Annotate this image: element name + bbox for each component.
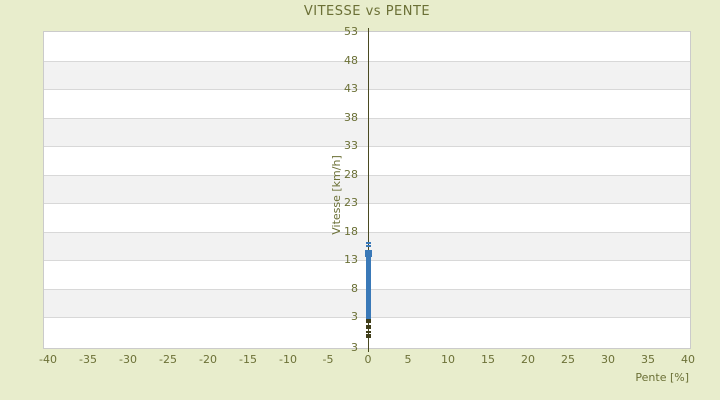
y-tick-label: 43 (344, 82, 358, 95)
plot-band (44, 89, 690, 118)
scatter-point (366, 327, 371, 330)
y-tick-label: 38 (344, 110, 358, 124)
y-gridline (44, 203, 690, 204)
y-axis-min-label: 3 (351, 341, 358, 354)
y-tick-label: 53 (344, 25, 358, 38)
y-tick-label: 28 (344, 167, 358, 181)
x-tick-label: 40 (681, 353, 695, 366)
x-tick-label: -35 (79, 353, 97, 366)
y-axis-line (368, 28, 369, 352)
x-tick-label: 0 (364, 353, 372, 366)
y-tick-label: 18 (344, 224, 358, 238)
plot-band (44, 203, 690, 232)
x-tick-label: -40 (39, 353, 57, 366)
scatter-point-cluster (366, 249, 371, 320)
x-tick-label: 25 (561, 353, 575, 366)
y-tick-label: 48 (344, 53, 358, 67)
y-gridline (44, 174, 690, 176)
y-tick-label: 3 (351, 310, 358, 323)
scatter-point-cluster (365, 249, 372, 258)
x-tick-label: 30 (601, 353, 615, 366)
x-tick-label: 35 (641, 353, 655, 366)
scatter-point (366, 245, 371, 248)
y-tick-label: 23 (344, 196, 358, 209)
y-gridline (44, 89, 690, 90)
plot-area: 53 48 43 38 33 28 23 18 13 8 3 3 (43, 25, 691, 354)
y-tick-label: 33 (344, 139, 358, 152)
plot-band (44, 174, 690, 203)
scatter-point (366, 333, 371, 336)
x-tick-label: -30 (119, 353, 137, 366)
x-tick-label: 15 (481, 353, 495, 366)
x-tick-label: 5 (404, 353, 412, 366)
plot-band (44, 60, 690, 89)
x-tick-label: 20 (521, 353, 535, 366)
y-gridline (44, 146, 690, 147)
y-tick-label: 13 (344, 253, 358, 266)
scatter-point (366, 241, 371, 244)
plot-band (44, 146, 690, 175)
y-axis-title: Vitesse [km/h] (330, 155, 343, 235)
scatter-point (366, 330, 371, 333)
plot-band (44, 32, 690, 61)
x-tick-label: -5 (322, 353, 334, 366)
plot-band (44, 117, 690, 146)
x-tick-label: 10 (441, 353, 455, 366)
scatter-point (366, 324, 371, 327)
y-gridline (44, 117, 690, 119)
x-tick-label: -20 (199, 353, 217, 366)
y-tick-label: 8 (351, 281, 358, 295)
x-tick-label: -10 (279, 353, 297, 366)
scatter-point-cluster (366, 319, 371, 323)
scatter-point (366, 335, 371, 338)
y-gridline (44, 231, 690, 233)
x-axis-title: Pente [%] (635, 371, 689, 384)
x-tick-label: -15 (239, 353, 257, 366)
chart-title: VITESSE vs PENTE (303, 4, 431, 19)
x-tick-label: -25 (159, 353, 177, 366)
y-gridline (44, 60, 690, 62)
